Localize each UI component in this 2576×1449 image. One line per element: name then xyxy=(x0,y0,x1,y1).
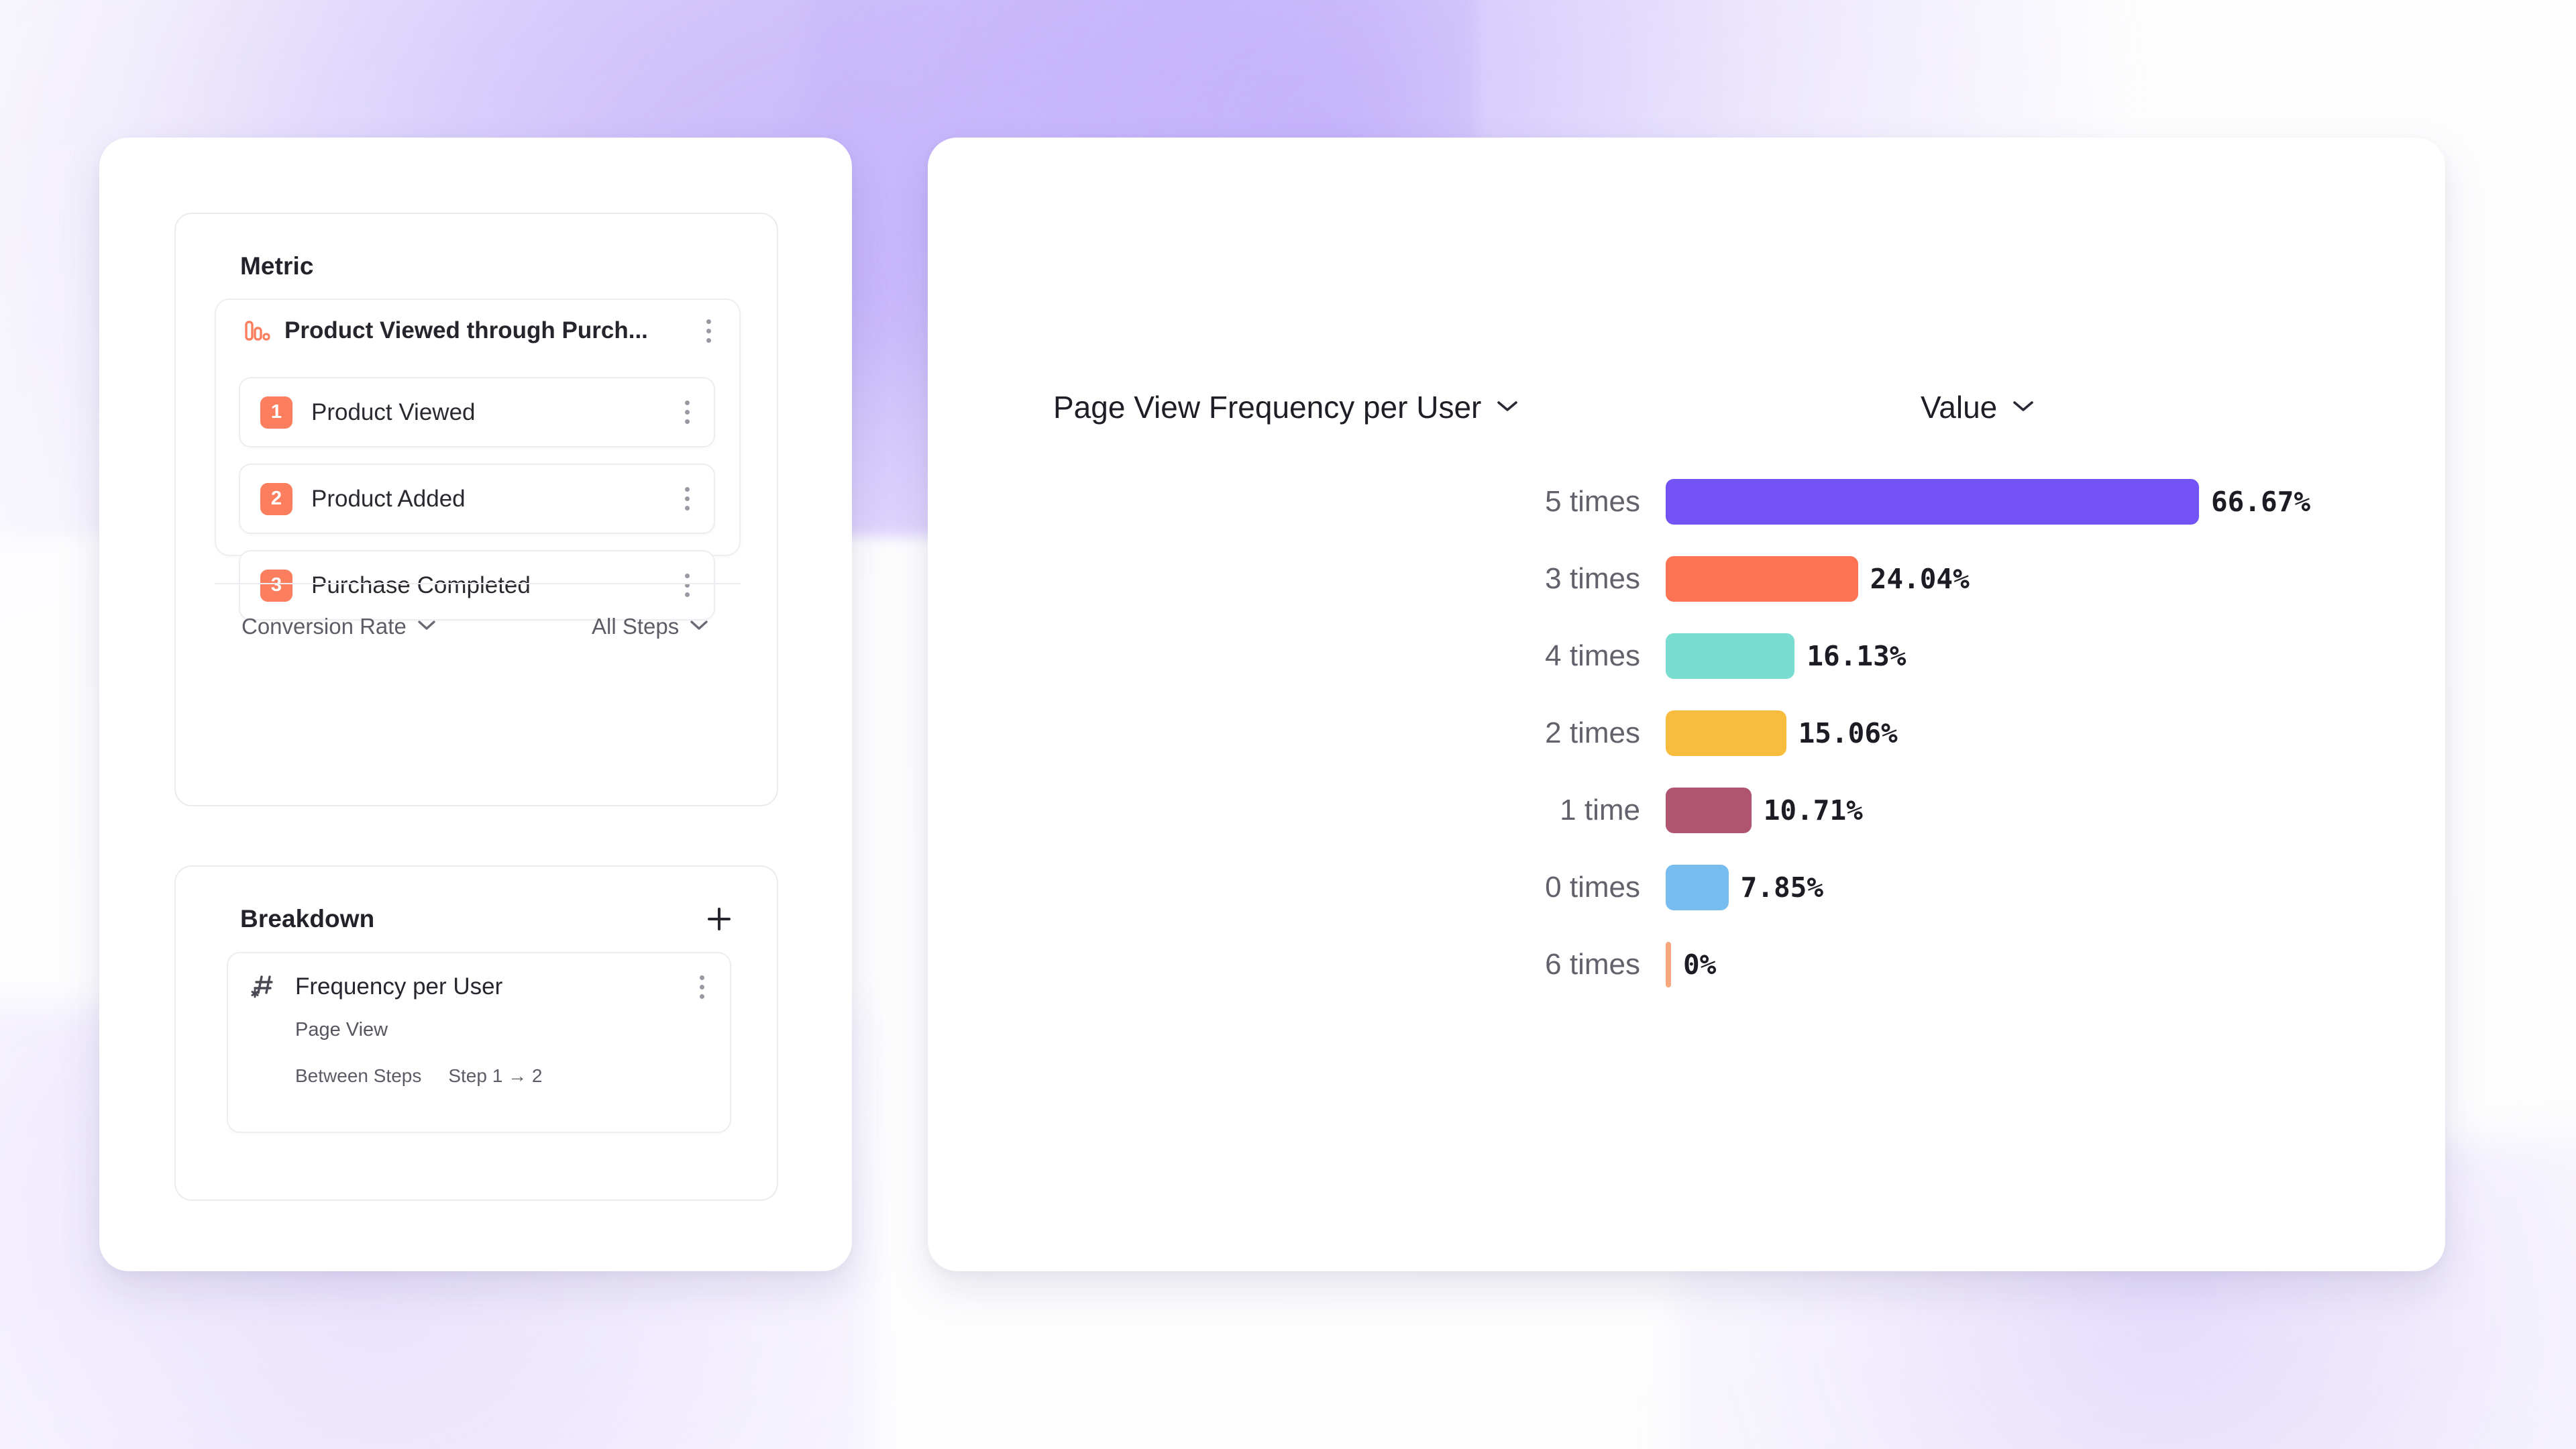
bar-segment[interactable] xyxy=(1666,941,1671,987)
bar-track: 16.13% xyxy=(1666,633,2445,679)
bar-value-label: 16.13% xyxy=(1807,639,1907,672)
step-number-badge: 3 xyxy=(260,569,292,602)
bar-value-label: 66.67% xyxy=(2211,485,2311,518)
breakdown-item-subtitle: Page View xyxy=(295,1019,388,1040)
funnel-step-row-2[interactable]: 2 Product Added xyxy=(239,464,715,534)
bar-chart-row[interactable]: 3 times 24.04% xyxy=(928,540,2445,617)
bar-chart-row[interactable]: 5 times 66.67% xyxy=(928,463,2445,540)
metric-card: Metric Product Viewed through Purch... 1… xyxy=(174,213,778,806)
bar-segment[interactable] xyxy=(1666,478,2199,525)
bar-chart-descending-icon xyxy=(239,313,274,348)
funnel-metric-label: Product Viewed through Purch... xyxy=(284,317,648,343)
value-header-dropdown[interactable]: Value xyxy=(1921,389,2035,425)
plus-icon[interactable] xyxy=(700,900,738,938)
bar-segment[interactable] xyxy=(1666,555,1858,602)
kebab-menu-icon[interactable] xyxy=(671,480,703,519)
conversion-rate-dropdown-label: Conversion Rate xyxy=(241,614,407,639)
breakdown-card-title: Breakdown xyxy=(240,905,375,932)
axis-header-dropdown[interactable]: Page View Frequency per User xyxy=(1053,389,1519,425)
bar-value-label: 0% xyxy=(1683,948,1717,981)
breakdown-meta-label: Between Steps xyxy=(295,1065,422,1086)
bar-category-label: 1 time xyxy=(1560,793,1640,826)
chart-panel xyxy=(928,138,2445,1271)
chart-header: Page View Frequency per User Value xyxy=(928,389,2445,436)
breakdown-meta-value: Step 1 → 2 xyxy=(448,1065,543,1086)
step-label: Purchase Completed xyxy=(311,572,531,598)
bar-chart-row[interactable]: 0 times 7.85% xyxy=(928,849,2445,926)
bar-category-label: 4 times xyxy=(1545,639,1640,672)
bar-value-label: 7.85% xyxy=(1740,871,1824,904)
bar-category-label: 2 times xyxy=(1545,716,1640,749)
bar-chart-row[interactable]: 1 time 10.71% xyxy=(928,771,2445,849)
chevron-down-icon xyxy=(1496,398,1519,417)
kebab-menu-icon[interactable] xyxy=(686,967,718,1006)
bar-segment[interactable] xyxy=(1666,633,1795,679)
funnel-step-row-1[interactable]: 1 Product Viewed xyxy=(239,377,715,447)
all-steps-dropdown[interactable]: All Steps xyxy=(592,614,708,639)
value-header-label: Value xyxy=(1921,390,1998,425)
kebab-menu-icon[interactable] xyxy=(671,566,703,605)
bar-track: 10.71% xyxy=(1666,787,2445,833)
bar-segment[interactable] xyxy=(1666,787,1752,833)
bar-chart-row[interactable]: 6 times 0% xyxy=(928,926,2445,1003)
bar-track: 15.06% xyxy=(1666,710,2445,756)
bar-track: 24.04% xyxy=(1666,555,2445,602)
bar-chart-row[interactable]: 4 times 16.13% xyxy=(928,617,2445,694)
metric-card-divider xyxy=(215,583,741,584)
metric-card-title: Metric xyxy=(240,252,314,280)
bar-category-label: 3 times xyxy=(1545,561,1640,595)
breakdown-card: Breakdown Frequency per User Page View B… xyxy=(174,865,778,1201)
chevron-down-icon xyxy=(690,619,708,635)
bar-chart: 5 times 66.67% 3 times 24.04% 4 times 16.13% 2… xyxy=(928,463,2445,1003)
funnel-metric-header[interactable]: Product Viewed through Purch... xyxy=(216,300,739,362)
conversion-rate-dropdown[interactable]: Conversion Rate xyxy=(241,614,436,639)
step-label: Product Added xyxy=(311,485,466,512)
bar-value-label: 10.71% xyxy=(1763,794,1863,826)
hash-asterisk-icon xyxy=(247,969,282,1004)
chevron-down-icon xyxy=(417,619,436,635)
breakdown-item-title: Frequency per User xyxy=(295,973,503,1000)
bar-track: 0% xyxy=(1666,941,2445,987)
bar-category-label: 5 times xyxy=(1545,484,1640,518)
kebab-menu-icon[interactable] xyxy=(692,311,724,350)
funnel-metric-group[interactable]: Product Viewed through Purch... 1 Produc… xyxy=(215,299,741,621)
axis-header-label: Page View Frequency per User xyxy=(1053,390,1482,425)
funnel-step-row-3[interactable]: 3 Purchase Completed xyxy=(239,550,715,621)
bar-value-label: 24.04% xyxy=(1870,562,1970,595)
bar-value-label: 15.06% xyxy=(1798,716,1898,749)
breakdown-item-header: Frequency per User xyxy=(228,960,730,1014)
chevron-down-icon xyxy=(2012,398,2035,417)
all-steps-dropdown-label: All Steps xyxy=(592,614,680,639)
step-number-badge: 1 xyxy=(260,396,292,429)
step-number-badge: 2 xyxy=(260,482,292,515)
breakdown-item-meta: Between Steps Step 1 → 2 xyxy=(295,1065,542,1087)
bar-segment[interactable] xyxy=(1666,710,1786,756)
bar-category-label: 6 times xyxy=(1545,947,1640,981)
bar-category-label: 0 times xyxy=(1545,870,1640,904)
step-label: Product Viewed xyxy=(311,398,476,425)
bar-track: 66.67% xyxy=(1666,478,2445,525)
bar-track: 7.85% xyxy=(1666,864,2445,910)
bar-chart-row[interactable]: 2 times 15.06% xyxy=(928,694,2445,771)
bar-segment[interactable] xyxy=(1666,864,1729,910)
breakdown-item[interactable]: Frequency per User Page View Between Ste… xyxy=(227,952,731,1133)
kebab-menu-icon[interactable] xyxy=(671,393,703,432)
